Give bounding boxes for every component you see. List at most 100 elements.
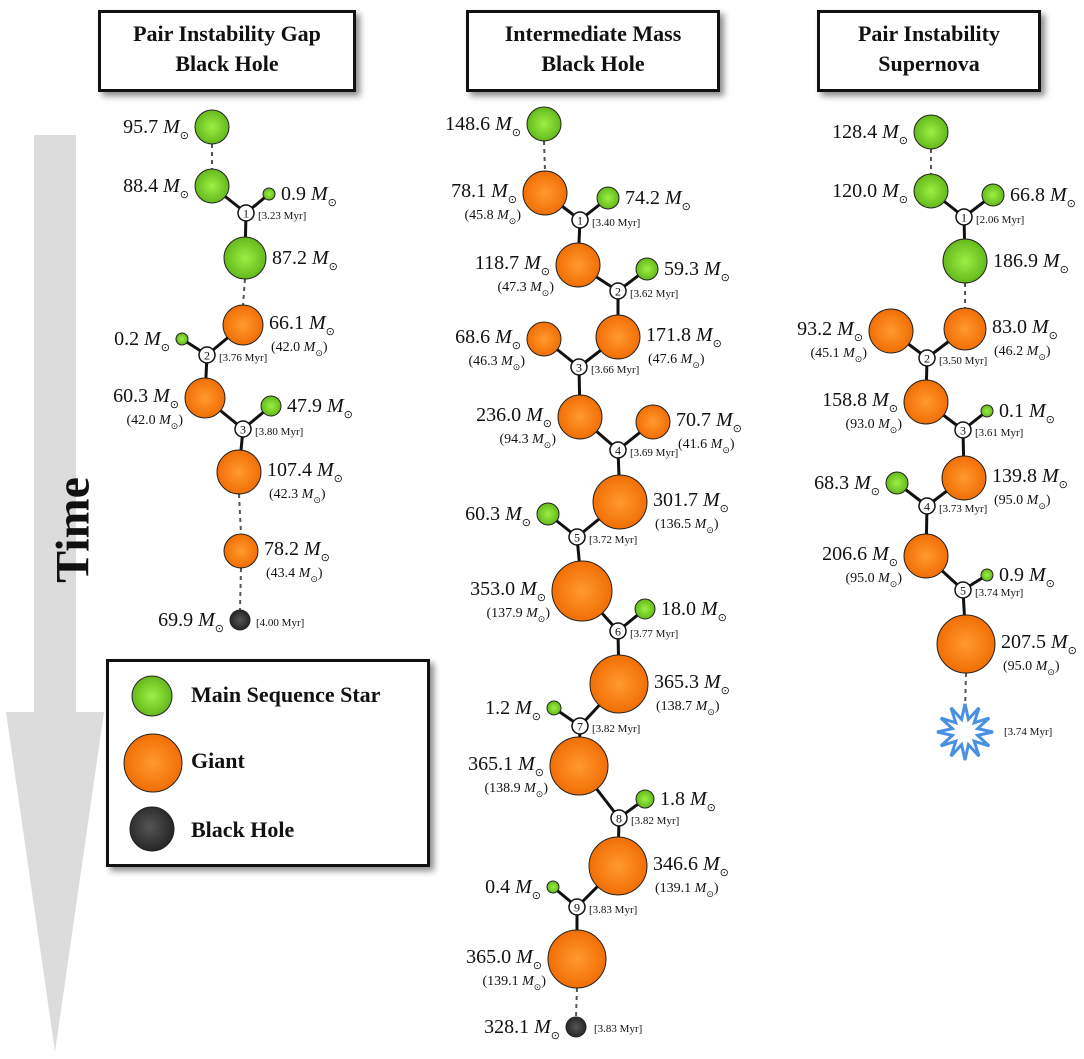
legend-main-sequence-icon xyxy=(131,675,173,717)
svg-text:18.0 M⊙: 18.0 M⊙ xyxy=(661,598,727,624)
legend: Main Sequence Star Giant Black Hole xyxy=(106,659,430,867)
mass-value: 47.9 xyxy=(287,395,327,417)
collision-number: 7 xyxy=(577,720,583,734)
mass-value: 66.1 xyxy=(269,312,309,334)
mass-label: 0.1 M⊙ xyxy=(999,400,1055,426)
mass-label: 95.7 M⊙ xyxy=(123,116,189,142)
giant-star xyxy=(595,314,641,360)
giant-star xyxy=(588,836,648,896)
collision-time: [3.69 Myr] xyxy=(630,447,678,459)
main-sequence-star xyxy=(635,789,655,809)
title-intermediate-mass-black-hole: Intermediate Mass Black Hole xyxy=(466,10,720,92)
mass-label: 118.7 M⊙ (47.3 M⊙) xyxy=(475,252,554,298)
mass-value: 207.5 xyxy=(1001,631,1051,653)
giant-star xyxy=(222,304,264,346)
collision-marker xyxy=(237,204,255,222)
mass-label: 128.4 M⊙ xyxy=(832,121,908,147)
mass-label: 107.4 M⊙ (42.3 M⊙) xyxy=(267,459,343,505)
collision-marker xyxy=(568,898,586,916)
mass-label: 18.0 M⊙ xyxy=(661,598,727,624)
mass-label: 207.5 M⊙ (95.0 M⊙) xyxy=(1001,631,1077,677)
mass-value: 78.2 xyxy=(264,538,304,560)
giant-star xyxy=(216,449,262,495)
legend-label-giant: Giant xyxy=(191,748,245,773)
evolution-link xyxy=(239,567,242,611)
giant-star xyxy=(635,404,671,440)
core-mass-label: (45.8 M⊙) xyxy=(464,208,521,226)
mass-value: 206.6 xyxy=(822,543,872,565)
main-sequence-star xyxy=(885,471,909,495)
mass-label: 365.0 M⊙ (139.1 M⊙) xyxy=(466,946,546,992)
mass-label: 171.8 M⊙ (47.6 M⊙) xyxy=(646,324,722,370)
collision-number: 3 xyxy=(960,424,966,438)
giant-star xyxy=(555,242,601,288)
core-mass-label: (93.0 M⊙) xyxy=(845,417,902,435)
mass-value: 148.6 xyxy=(445,113,495,135)
collision-number: 3 xyxy=(576,361,582,375)
mass-label: 47.9 M⊙ xyxy=(287,395,353,421)
mass-value: 95.7 xyxy=(123,116,163,138)
collision-number: 9 xyxy=(574,901,580,915)
collision-marker xyxy=(918,497,936,515)
main-sequence-star xyxy=(194,168,230,204)
giant-star xyxy=(223,533,259,569)
mass-label: 186.9 M⊙ xyxy=(993,250,1069,276)
svg-text:365.1 M⊙: 365.1 M⊙ xyxy=(468,753,544,779)
main-sequence-star xyxy=(223,236,267,280)
mass-value: 18.0 xyxy=(661,598,701,620)
mass-label: 68.6 M⊙ (46.3 M⊙) xyxy=(455,326,525,372)
svg-text:346.6 M⊙: 346.6 M⊙ xyxy=(653,853,729,879)
svg-text:1.2 M⊙: 1.2 M⊙ xyxy=(485,697,541,723)
mass-label: 346.6 M⊙ (139.1 M⊙) xyxy=(653,853,729,899)
collision-number: 3 xyxy=(240,423,246,437)
mass-label: 68.3 M⊙ xyxy=(814,472,880,498)
legend-symbols xyxy=(123,675,183,852)
svg-text:128.4 M⊙: 128.4 M⊙ xyxy=(832,121,908,147)
mass-value: 87.2 xyxy=(272,247,312,269)
supernova-icon xyxy=(936,703,994,761)
svg-text:107.4 M⊙: 107.4 M⊙ xyxy=(267,459,343,485)
mass-label: 120.0 M⊙ xyxy=(832,180,908,206)
mass-label: 0.2 M⊙ xyxy=(114,328,170,354)
core-mass-label: (46.3 M⊙) xyxy=(468,354,525,372)
core-mass-label: (47.6 M⊙) xyxy=(648,352,705,370)
mass-value: 68.6 xyxy=(455,326,495,348)
mass-label: 0.9 M⊙ xyxy=(281,183,337,209)
svg-text:353.0 M⊙: 353.0 M⊙ xyxy=(470,578,546,604)
mass-label: 59.3 M⊙ xyxy=(664,258,730,284)
mass-value: 301.7 xyxy=(653,489,703,511)
mass-label: 66.8 M⊙ xyxy=(1010,184,1076,210)
collision-marker xyxy=(571,717,589,735)
mass-value: 236.0 xyxy=(476,404,526,426)
core-mass-label: (41.6 M⊙) xyxy=(678,437,735,455)
svg-text:301.7 M⊙: 301.7 M⊙ xyxy=(653,489,729,515)
svg-text:68.6 M⊙: 68.6 M⊙ xyxy=(455,326,521,352)
giant-star xyxy=(936,614,996,674)
mass-value: 0.4 xyxy=(485,876,515,898)
collision-number: 1 xyxy=(577,214,583,228)
giant-star xyxy=(549,736,609,796)
main-sequence-star xyxy=(526,106,562,142)
main-sequence-star xyxy=(194,109,230,145)
evolution-link xyxy=(575,987,578,1018)
mass-value: 1.2 xyxy=(485,697,515,719)
collision-marker xyxy=(955,208,973,226)
svg-text:0.2 M⊙: 0.2 M⊙ xyxy=(114,328,170,354)
svg-text:236.0 M⊙: 236.0 M⊙ xyxy=(476,404,552,430)
mass-value: 0.9 xyxy=(999,564,1029,586)
collision-marker xyxy=(954,581,972,599)
svg-text:365.3 M⊙: 365.3 M⊙ xyxy=(654,671,730,697)
main-sequence-star xyxy=(981,183,1005,207)
collision-number: 2 xyxy=(204,349,210,363)
mass-value: 1.8 xyxy=(660,788,690,810)
mass-label: 66.1 M⊙ (42.0 M⊙) xyxy=(269,312,335,358)
main-sequence-star xyxy=(262,187,276,201)
svg-text:78.1 M⊙: 78.1 M⊙ xyxy=(451,180,517,206)
mass-value: 107.4 xyxy=(267,459,317,481)
collision-time: [3.76 Myr] xyxy=(219,352,267,364)
svg-text:158.8 M⊙: 158.8 M⊙ xyxy=(822,389,898,415)
collision-number: 4 xyxy=(924,500,930,514)
collision-number: 6 xyxy=(615,625,621,639)
mass-value: 328.1 xyxy=(484,1016,534,1038)
